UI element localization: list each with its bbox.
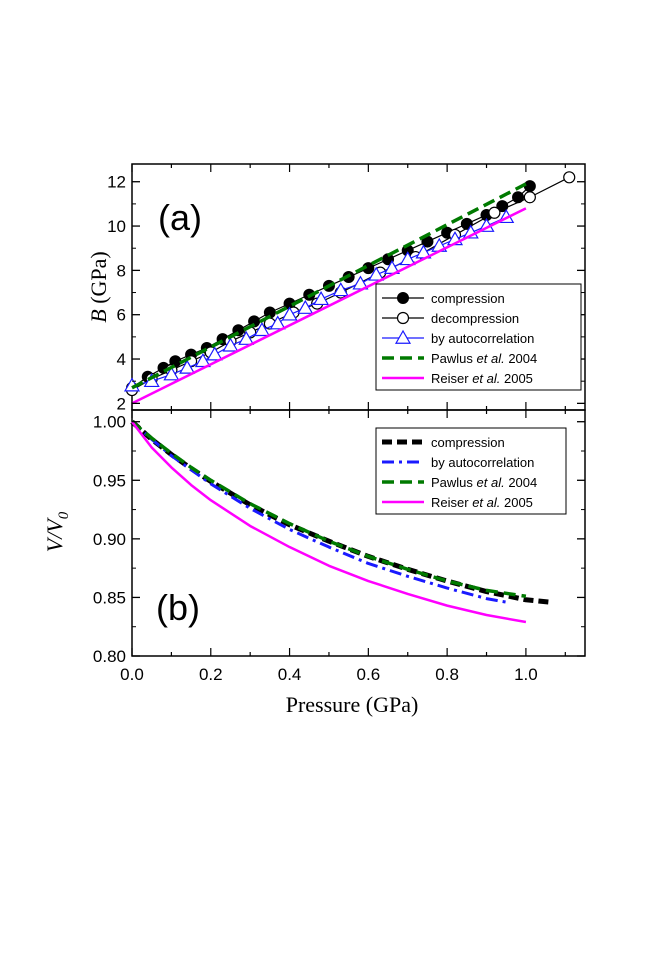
x-tick-label: 0.0: [120, 665, 144, 684]
legend-label-etal: et al.: [477, 351, 505, 366]
data-point: [488, 206, 501, 219]
y-axis-label-b: V/V0: [42, 511, 72, 552]
y-axis-label-sub: 0: [56, 511, 72, 519]
legend-label-name: Pawlus: [431, 351, 477, 366]
legend-label-3: Reiser et al. 2005: [431, 495, 533, 510]
panel-a-y-axis-label: B (GPa): [86, 251, 111, 323]
y-tick-label: 1.00: [93, 413, 126, 432]
panel-a-y-ticks: 2 4 6 8 10 12: [107, 164, 585, 413]
legend-label-name: Reiser: [431, 371, 472, 386]
y-tick-label: 0.90: [93, 530, 126, 549]
legend-label-4: Reiser et al. 2005: [431, 371, 533, 386]
panel-b-plot-area: [131, 409, 586, 657]
y-tick-label: 0.95: [93, 471, 126, 490]
data-point: [523, 191, 536, 204]
data-point: [496, 200, 509, 213]
legend-label-year: 2004: [505, 475, 538, 490]
y-tick-label: 2: [117, 394, 126, 413]
panel-b: 0.80 0.85 0.90 0.95 1.00 0.0 0.2 0.4 0.6 0.8 1.0 (…: [42, 409, 586, 717]
data-point: [194, 353, 211, 368]
legend-label-name: Reiser: [431, 495, 472, 510]
legend-label-0: compression: [431, 435, 505, 450]
legend-label-etal: et al.: [477, 475, 505, 490]
x-tick-label: 0.8: [435, 665, 459, 684]
data-point: [269, 315, 286, 330]
legend-box: [375, 283, 582, 391]
y-tick-label: 0.80: [93, 647, 126, 666]
x-axis-label: Pressure (GPa): [286, 692, 419, 717]
legend-label-2: Pawlus et al. 2004: [431, 475, 537, 490]
data-point: [313, 290, 330, 306]
data-point: [281, 306, 298, 321]
y-tick-label: 8: [117, 261, 126, 280]
y-tick-label: 6: [117, 306, 126, 325]
data-point: [523, 180, 536, 193]
x-tick-label: 0.4: [278, 665, 302, 684]
data-point: [206, 346, 223, 361]
series-line-3: [131, 420, 527, 624]
data-point: [238, 330, 255, 345]
data-point: [222, 337, 239, 352]
y-tick-label: 10: [107, 217, 126, 236]
legend-box: [375, 427, 567, 515]
y-axis-label-unit: (GPa): [86, 251, 111, 309]
series-line-4: [131, 207, 527, 405]
y-axis-label-var: B: [86, 309, 111, 322]
legend-marker-1: [396, 311, 410, 325]
data-point: [399, 251, 416, 266]
legend-label-name: Pawlus: [431, 475, 477, 490]
legend-label-etal: et al.: [472, 371, 500, 386]
panel-b-y-axis-label: V/V0: [42, 511, 72, 552]
legend-label-year: 2005: [500, 371, 533, 386]
data-point: [143, 372, 160, 388]
y-axis-label-var: V/V: [42, 517, 67, 553]
data-point: [332, 282, 349, 297]
panel-b-ticks: 0.80 0.85 0.90 0.95 1.00 0.0 0.2 0.4 0.6 0.8 1.0: [93, 410, 585, 684]
x-tick-label: 0.2: [199, 665, 223, 684]
legend-marker-2: [394, 329, 412, 344]
panel-a: 2 4 6 8 10 12 (a) B (GPa) compression decompre…: [86, 163, 586, 413]
series-line-3: [131, 182, 527, 390]
x-tick-label: 1.0: [514, 665, 538, 684]
panel-b-series: [130, 419, 550, 624]
data-point: [179, 359, 196, 374]
series-line-1: [131, 420, 507, 604]
panel-a-series: [123, 171, 576, 405]
panel-b-label: (b): [156, 587, 200, 628]
panel-b-legend: compression by autocorrelation Pawlus et a…: [375, 427, 567, 515]
y-tick-label: 0.85: [93, 588, 126, 607]
plot-frame: [131, 409, 586, 657]
data-point: [563, 171, 576, 184]
legend-label-year: 2004: [505, 351, 538, 366]
x-tick-label: 0.6: [357, 665, 381, 684]
legend-label-year: 2005: [500, 495, 533, 510]
legend-label-1: decompression: [431, 311, 519, 326]
data-point: [368, 266, 385, 281]
legend-marker-0: [397, 292, 409, 304]
panel-a-label: (a): [158, 197, 202, 238]
legend-label-etal: et al.: [472, 495, 500, 510]
panel-a-legend: compression decompression by autocorrelati…: [375, 283, 582, 391]
y-axis-label-a: B (GPa): [86, 251, 111, 323]
legend-label-3: Pawlus et al. 2004: [431, 351, 537, 366]
data-point: [297, 299, 314, 314]
legend-label-1: by autocorrelation: [431, 455, 534, 470]
data-point: [253, 322, 271, 337]
data-point: [163, 366, 180, 381]
legend-label-2: by autocorrelation: [431, 331, 534, 346]
series-line-0: [130, 419, 550, 605]
y-tick-label: 12: [107, 173, 126, 192]
series-line-2: [130, 420, 527, 598]
y-tick-label: 4: [117, 350, 126, 369]
legend-label-0: compression: [431, 291, 505, 306]
